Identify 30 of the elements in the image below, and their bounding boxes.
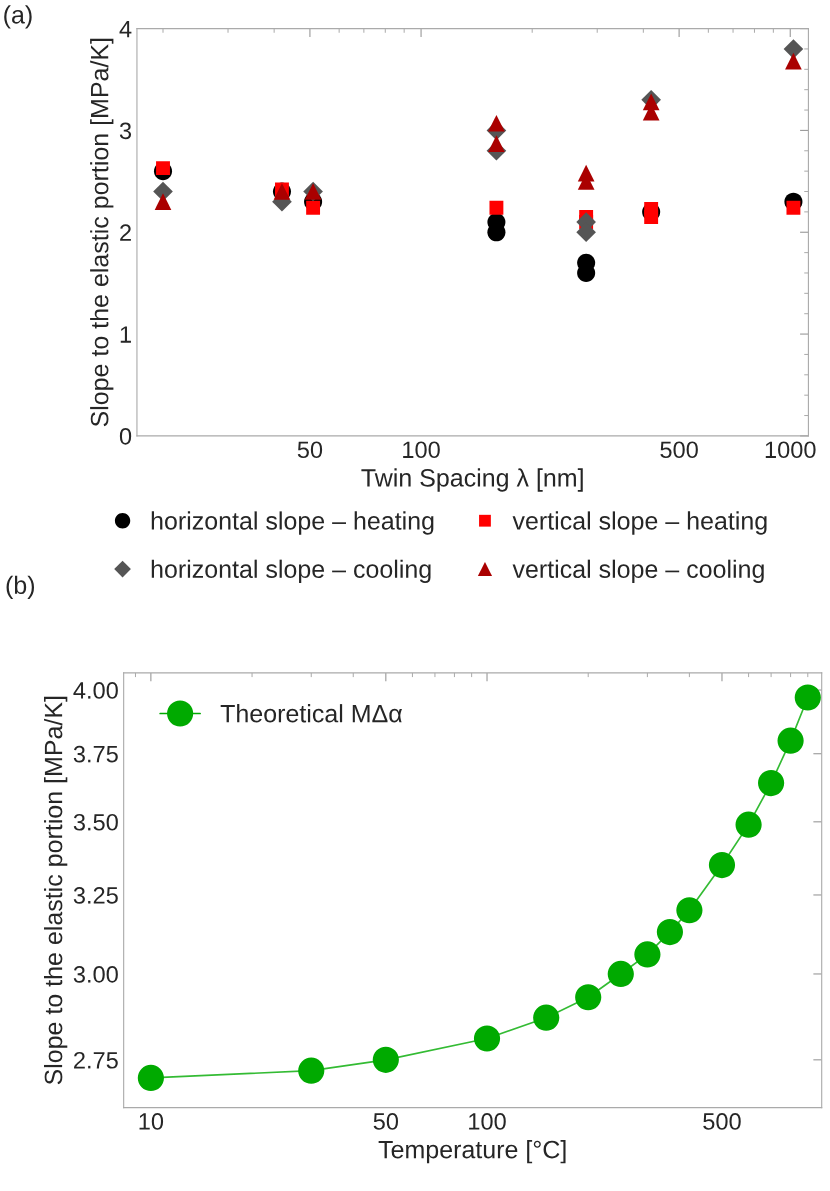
text: (b) — [6, 575, 35, 599]
y-tick-label: 0 — [119, 427, 132, 445]
x-tick-label: 100 — [469, 1113, 506, 1130]
y-tick-label: 1 — [120, 326, 131, 343]
x-tick-label: 50 — [373, 1113, 399, 1130]
y-axis-title: Slope to the elastic portion [MPa/K] — [44, 696, 68, 1085]
legend-label: horizontal slope – cooling — [151, 559, 431, 583]
y-tick-label: 3.75 — [73, 745, 118, 763]
legend-label: vertical slope – cooling — [512, 559, 764, 583]
x-tick-label: 100 — [403, 441, 440, 459]
y-tick-label: 4.00 — [73, 682, 118, 699]
x-tick-label: 10 — [139, 1113, 164, 1130]
y-tick-label: 3.25 — [73, 887, 118, 904]
y-tick-label: 3.00 — [73, 966, 118, 983]
y-tick-label: 3 — [119, 122, 132, 140]
y-tick-label: 2.75 — [74, 1051, 118, 1069]
x-tick-label: 500 — [660, 441, 698, 459]
x-tick-label: 1000 — [765, 441, 816, 459]
x-tick-label: 50 — [297, 441, 323, 459]
text: (a) — [4, 5, 32, 29]
legend-label: Theoretical MΔα — [220, 704, 402, 723]
y-tick-label: 3.50 — [73, 813, 118, 831]
x-axis-title: Temperature [°C] — [378, 1140, 566, 1164]
y-tick-label: 4 — [119, 20, 132, 38]
y-tick-label: 2 — [120, 224, 131, 241]
x-tick-label: 500 — [703, 1113, 741, 1130]
y-axis-title: Slope to the elastic portion [MPa/K] — [90, 38, 114, 427]
legend-label: vertical slope – heating — [512, 511, 767, 535]
x-axis-title: Twin Spacing λ [nm] — [361, 468, 583, 492]
legend-label: horizontal slope – heating — [151, 511, 434, 535]
